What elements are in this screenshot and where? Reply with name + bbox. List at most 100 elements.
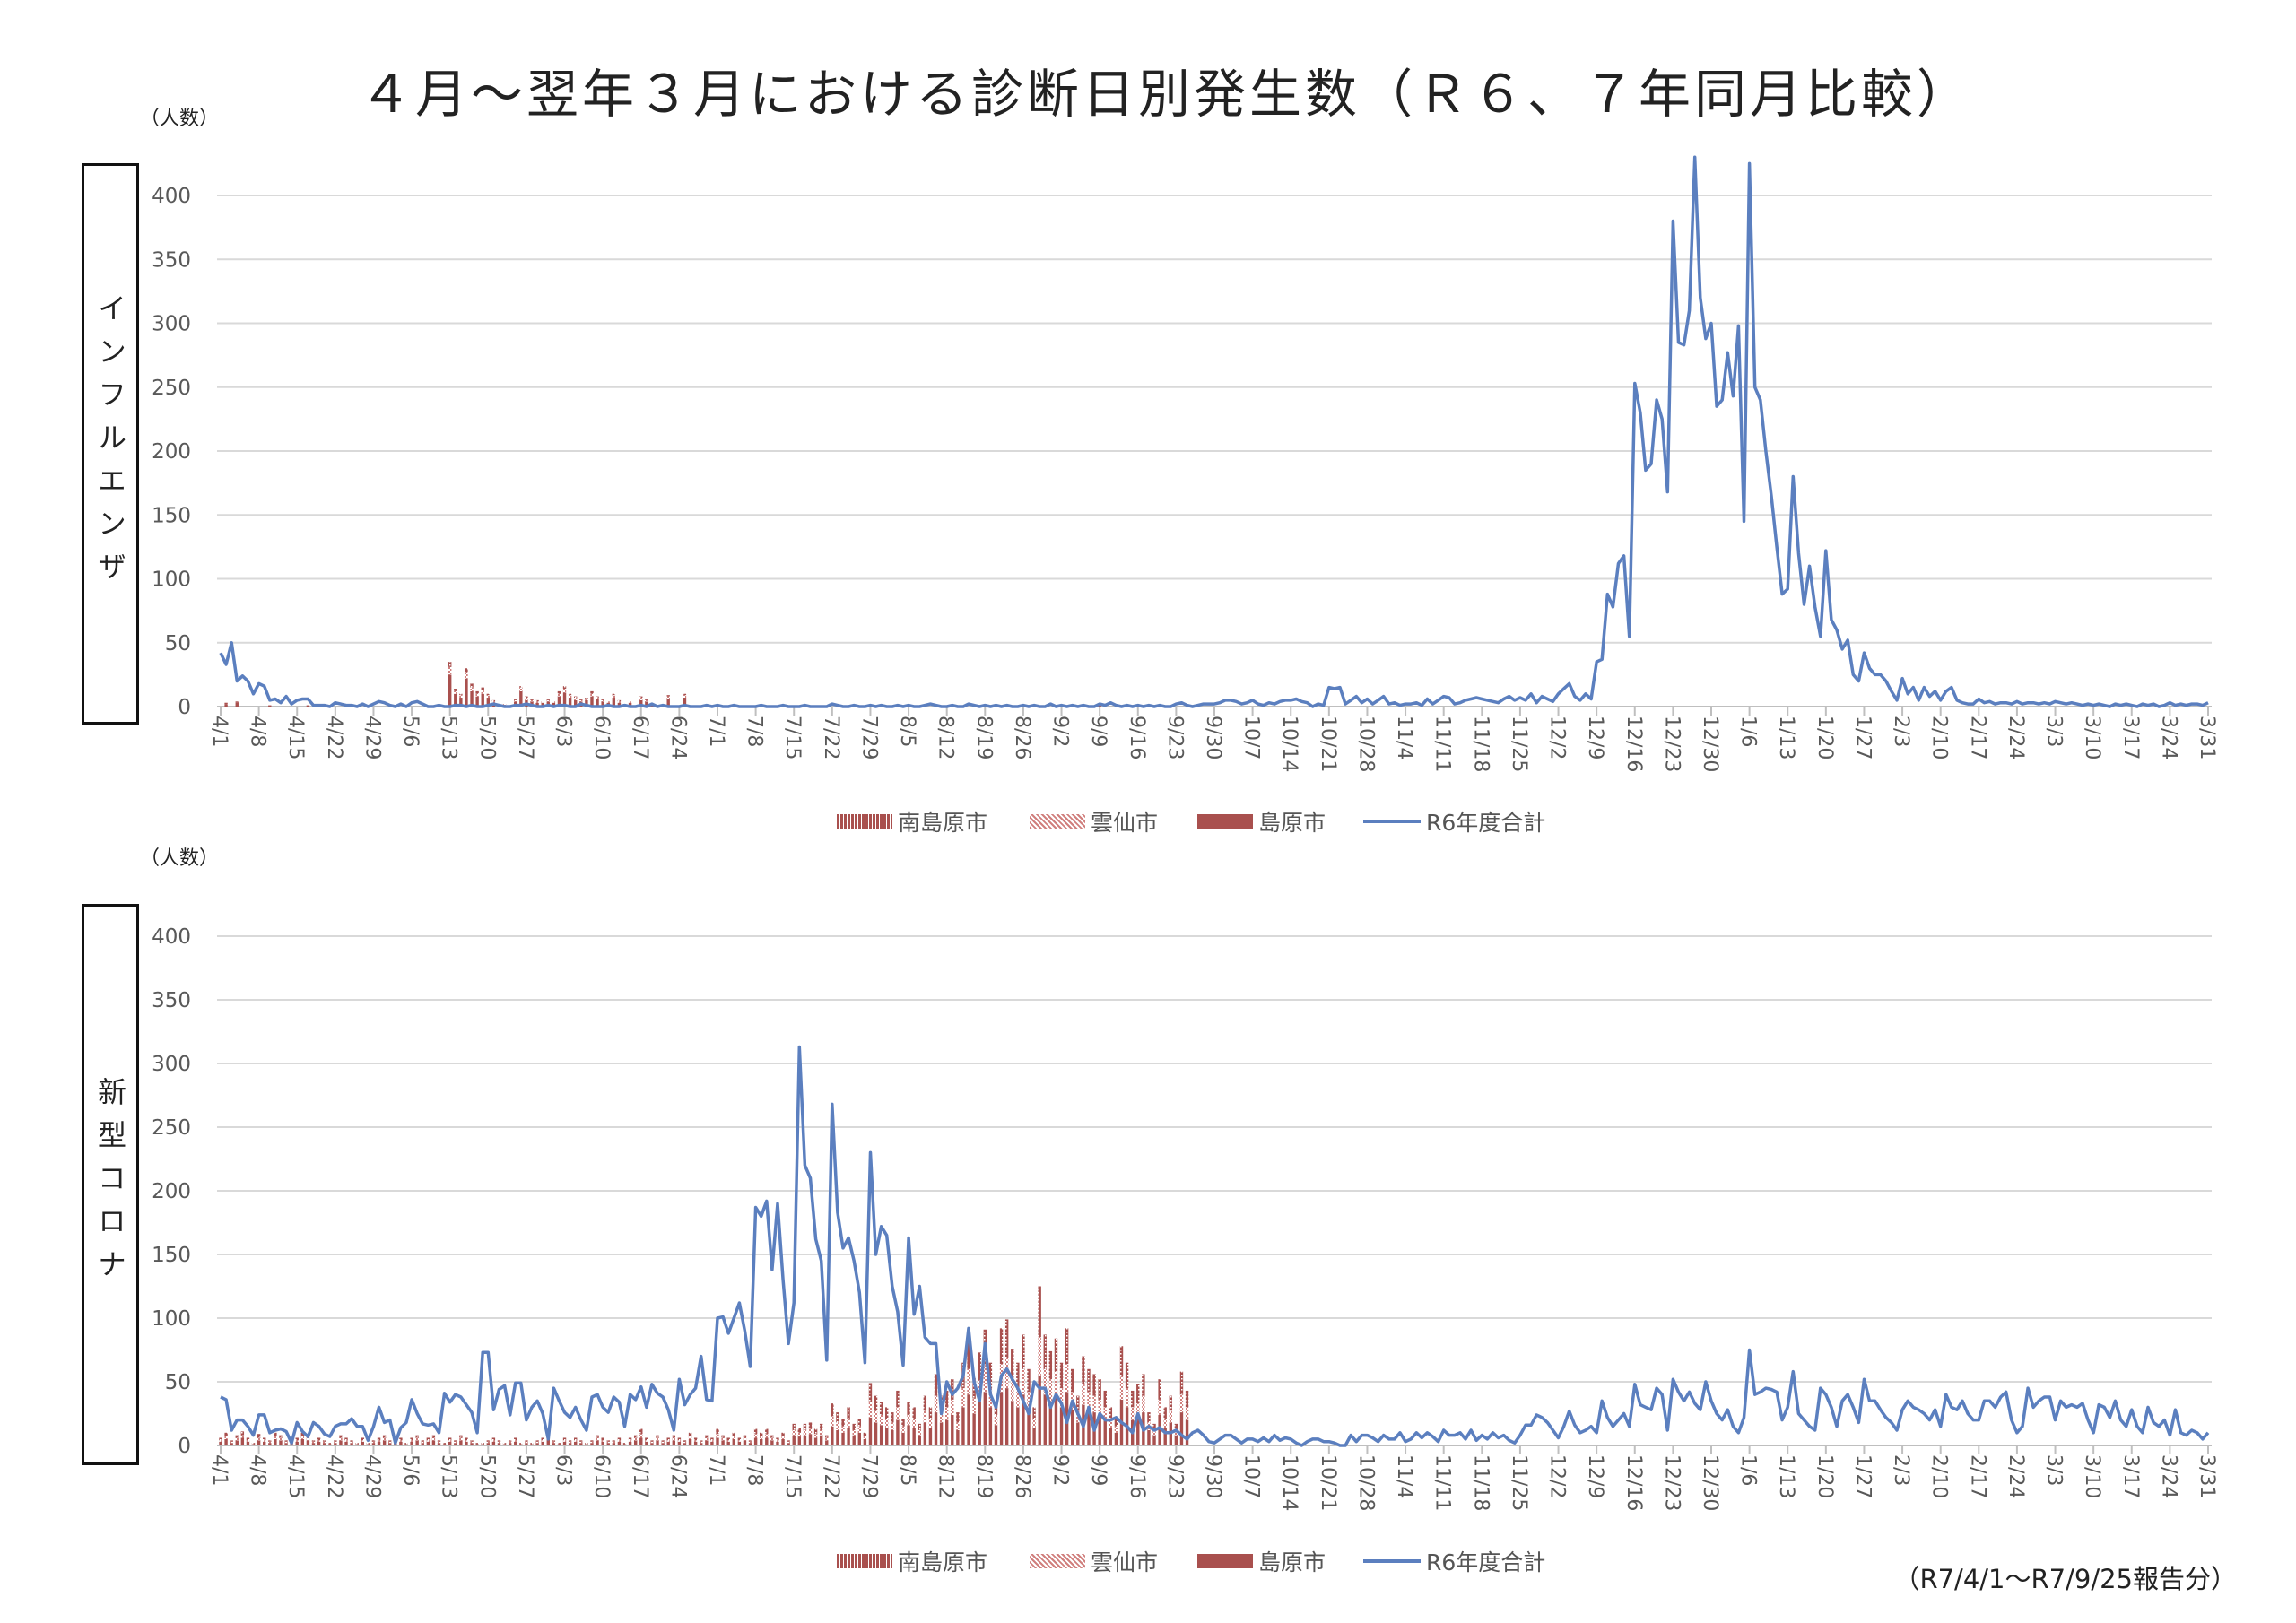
x-tick-label: 9/2 xyxy=(1049,1454,1072,1486)
bar-shimabara xyxy=(317,1441,321,1445)
bar-minamishimabara xyxy=(1163,1407,1167,1419)
bar-shimabara xyxy=(514,1441,517,1445)
bar-shimabara xyxy=(765,1437,769,1445)
bar-minamishimabara xyxy=(454,1440,457,1442)
bar-shimabara xyxy=(1147,1429,1151,1445)
bar-minamishimabara xyxy=(596,696,599,699)
bar-unzen xyxy=(388,1441,392,1444)
bar-minamishimabara xyxy=(770,1435,774,1438)
bar-minamishimabara xyxy=(552,1440,556,1442)
bar-minamishimabara xyxy=(661,1440,665,1442)
bar-unzen xyxy=(907,1414,910,1426)
bar-shimabara xyxy=(918,1435,921,1445)
x-tick-label: 11/4 xyxy=(1393,716,1415,759)
bar-unzen xyxy=(803,1429,807,1436)
bar-unzen xyxy=(1169,1410,1172,1423)
bar-minamishimabara xyxy=(693,1437,698,1441)
bar-minamishimabara xyxy=(388,1440,392,1442)
x-tick-label: 4/29 xyxy=(361,1454,383,1498)
bar-shimabara xyxy=(639,1437,643,1445)
x-tick-label: 6/10 xyxy=(590,1454,613,1498)
legend-item-shimabara: 島原市 xyxy=(1197,1545,1326,1577)
bar-shimabara xyxy=(263,1441,266,1445)
bar-minamishimabara xyxy=(1054,1338,1058,1372)
bar-unzen xyxy=(274,1436,277,1439)
bar-unzen xyxy=(956,1422,960,1430)
line-swatch-icon xyxy=(1363,1559,1421,1563)
bar-minamishimabara xyxy=(874,1395,878,1411)
bar-unzen xyxy=(1059,1388,1064,1408)
bar-shimabara xyxy=(377,1441,381,1445)
x-tick-label: 10/28 xyxy=(1354,716,1377,772)
bar-shimabara xyxy=(983,1392,987,1445)
bar-shimabara xyxy=(896,1419,900,1445)
bar-shimabara xyxy=(454,693,457,707)
x-tick-label: 2/10 xyxy=(1928,716,1951,759)
bar-shimabara xyxy=(525,1443,528,1445)
bar-unzen xyxy=(491,701,496,703)
bar-shimabara xyxy=(650,1443,654,1445)
bar-unzen xyxy=(1103,1407,1107,1420)
bar-shimabara xyxy=(284,1443,288,1445)
bar-shimabara xyxy=(344,1441,348,1445)
bar-minamishimabara xyxy=(1059,1362,1064,1389)
bar-shimabara xyxy=(891,1429,894,1445)
bar-minamishimabara xyxy=(934,1374,938,1396)
bar-shimabara xyxy=(748,1443,752,1445)
bar-unzen xyxy=(683,695,687,699)
bar-shimabara xyxy=(612,1443,616,1445)
bar-unzen xyxy=(983,1365,987,1393)
legend-influenza: 南島原市 雲仙市 島原市 R6年度合計 xyxy=(0,805,2296,841)
bar-unzen xyxy=(568,1441,572,1444)
bar-shimabara xyxy=(1185,1419,1189,1445)
bar-minamishimabara xyxy=(666,695,670,697)
bar-minamishimabara xyxy=(732,1432,735,1437)
bar-shimabara xyxy=(1136,1417,1140,1445)
bar-unzen xyxy=(813,1434,818,1438)
bar-minamishimabara xyxy=(781,1432,785,1437)
legend-item-r6-total: R6年度合計 xyxy=(1363,1545,1545,1577)
bar-unzen xyxy=(797,1432,802,1437)
bar-unzen xyxy=(666,1440,670,1442)
bar-minamishimabara xyxy=(645,1437,648,1441)
bar-unzen xyxy=(481,690,484,694)
bar-unzen xyxy=(732,1436,735,1439)
bar-minamishimabara xyxy=(918,1423,921,1430)
bar-minamishimabara xyxy=(831,1403,834,1417)
bar-minamishimabara xyxy=(421,1440,424,1442)
bar-unzen xyxy=(322,1441,326,1444)
bar-shimabara xyxy=(776,1441,779,1445)
bar-unzen xyxy=(857,1426,861,1433)
bar-unzen xyxy=(552,1441,556,1444)
bar-shimabara xyxy=(710,1441,714,1445)
bar-shimabara xyxy=(770,1440,774,1445)
bar-unzen xyxy=(1065,1364,1069,1393)
x-tick-label: 11/25 xyxy=(1508,1454,1530,1511)
bar-shimabara xyxy=(808,1434,813,1445)
x-tick-label: 1/27 xyxy=(1851,716,1874,759)
bar-unzen xyxy=(645,699,648,702)
bar-minamishimabara xyxy=(1027,1368,1031,1393)
legend-label: 雲仙市 xyxy=(1091,810,1159,836)
x-tick-label: 1/27 xyxy=(1851,1454,1874,1498)
bar-shimabara xyxy=(956,1429,960,1445)
bar-shimabara xyxy=(760,1438,763,1445)
bar-minamishimabara xyxy=(246,1437,250,1441)
bar-shimabara xyxy=(661,1443,665,1445)
bar-unzen xyxy=(737,1440,742,1442)
bar-unzen xyxy=(557,693,561,697)
bar-minamishimabara xyxy=(481,687,484,690)
bar-minamishimabara xyxy=(404,1443,408,1445)
x-tick-label: 10/21 xyxy=(1317,716,1339,772)
bar-shimabara xyxy=(923,1422,927,1445)
bar-minamishimabara xyxy=(1130,1390,1135,1408)
bar-shimabara xyxy=(240,1437,245,1445)
bar-unzen xyxy=(967,1368,970,1395)
bar-minamishimabara xyxy=(475,690,479,694)
x-tick-label: 10/14 xyxy=(1278,716,1300,772)
bar-minamishimabara xyxy=(633,1435,638,1438)
bar-minamishimabara xyxy=(901,1419,905,1427)
bar-minamishimabara xyxy=(1098,1379,1101,1400)
bar-unzen xyxy=(535,701,539,703)
x-tick-label: 3/31 xyxy=(2196,716,2218,759)
